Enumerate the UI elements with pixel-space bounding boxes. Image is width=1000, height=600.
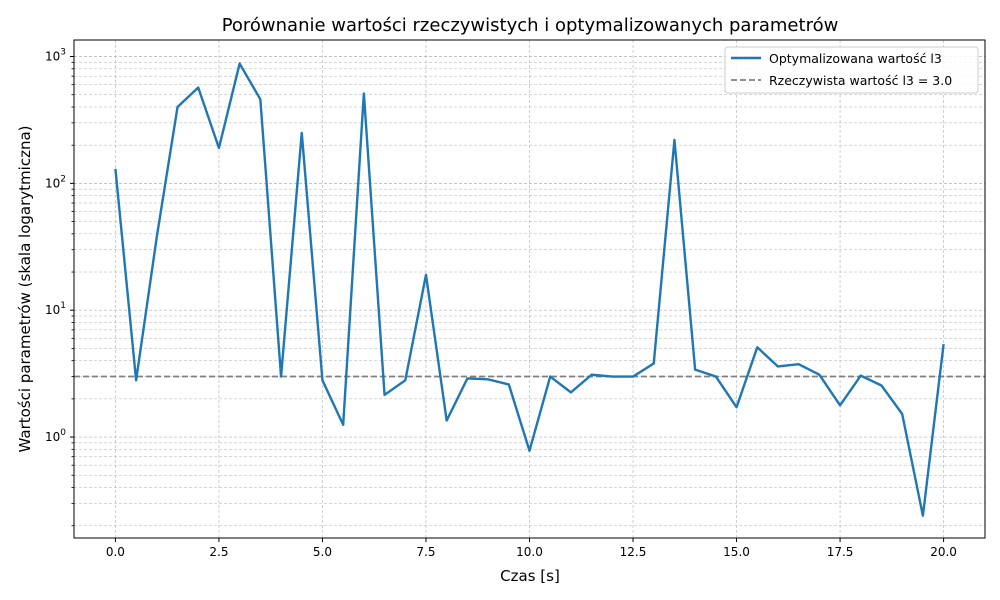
x-tick-label: 0.0 xyxy=(106,545,125,559)
y-tick-label: 100 xyxy=(45,428,66,444)
legend: Optymalizowana wartość l3 Rzeczywista wa… xyxy=(724,46,979,94)
x-tick-label: 12.5 xyxy=(620,545,647,559)
x-tick-label: 17.5 xyxy=(827,545,854,559)
y-tick-label: 103 xyxy=(45,48,66,64)
legend-label-optimized: Optymalizowana wartość l3 xyxy=(769,51,942,66)
y-tick-label: 101 xyxy=(45,301,66,317)
y-axis-ticks: 100 101 102 103 xyxy=(45,48,74,527)
series-line-optimized xyxy=(114,62,945,517)
x-tick-label: 20.0 xyxy=(930,545,957,559)
chart-title: Porównanie wartości rzeczywistych i opty… xyxy=(222,15,839,36)
y-tick-label: 102 xyxy=(45,174,66,190)
series-layer xyxy=(114,62,945,517)
x-tick-label: 5.0 xyxy=(313,545,332,559)
legend-label-reference: Rzeczywista wartość l3 = 3.0 xyxy=(769,73,952,88)
x-axis-ticks: 0.0 2.5 5.0 7.5 10.0 12.5 15.0 17.5 20.0 xyxy=(106,538,957,559)
y-axis-label: Wartości parametrów (skala logarytmiczna… xyxy=(16,126,34,453)
x-tick-label: 2.5 xyxy=(209,545,228,559)
x-tick-label: 15.0 xyxy=(723,545,750,559)
x-axis-label: Czas [s] xyxy=(500,567,560,585)
x-tick-label: 10.0 xyxy=(516,545,543,559)
x-tick-label: 7.5 xyxy=(416,545,435,559)
legend-box xyxy=(724,46,979,94)
